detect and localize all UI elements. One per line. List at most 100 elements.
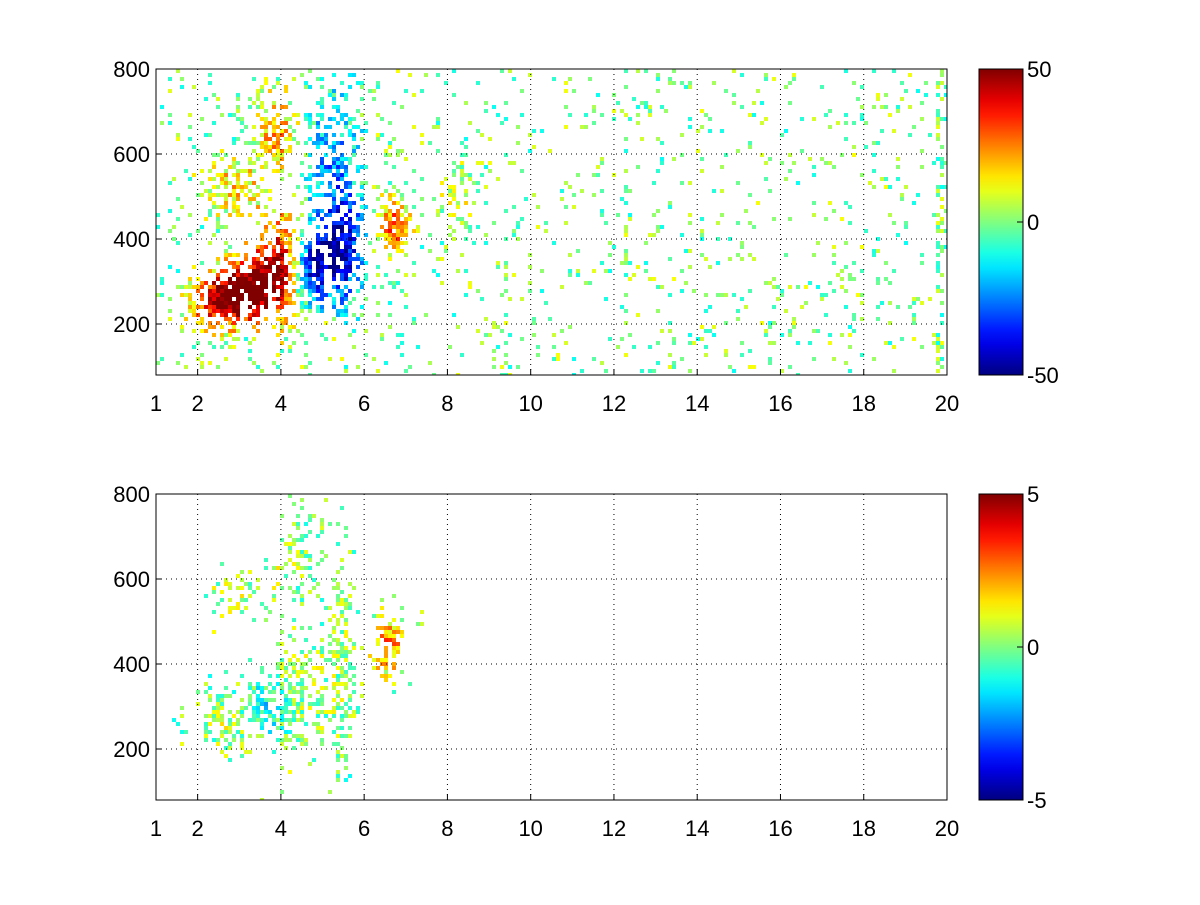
heatmap-cell — [404, 181, 408, 185]
heatmap-cell — [340, 610, 344, 614]
heatmap-cell — [256, 293, 260, 297]
heatmap-cell — [212, 630, 216, 634]
heatmap-cell — [364, 165, 368, 169]
heatmap-cell — [840, 269, 844, 273]
heatmap-cell — [296, 237, 300, 241]
heatmap-cell — [228, 598, 232, 602]
heatmap-cell — [276, 305, 280, 309]
heatmap-cell — [288, 662, 292, 666]
heatmap-cell — [444, 177, 448, 181]
heatmap-cell — [724, 321, 728, 325]
heatmap-cell — [264, 125, 268, 129]
heatmap-cell — [288, 101, 292, 105]
heatmap-cell — [184, 285, 188, 289]
heatmap-cell — [380, 285, 384, 289]
heatmap-cell — [648, 113, 652, 117]
heatmap-cell — [588, 77, 592, 81]
heatmap-cell — [348, 133, 352, 137]
heatmap-cell — [192, 85, 196, 89]
heatmap-cell — [264, 245, 268, 249]
heatmap-cell — [820, 297, 824, 301]
heatmap-cell — [428, 361, 432, 365]
heatmap-cell — [224, 269, 228, 273]
x-tick-label: 14 — [685, 391, 709, 416]
heatmap-cell — [384, 189, 388, 193]
heatmap-cell — [604, 269, 608, 273]
heatmap-cell — [344, 321, 348, 325]
heatmap-cell — [480, 173, 484, 177]
heatmap-cell — [344, 285, 348, 289]
heatmap-cell — [228, 586, 232, 590]
heatmap-cell — [280, 682, 284, 686]
heatmap-cell — [336, 654, 340, 658]
heatmap-cell — [384, 229, 388, 233]
heatmap-cell — [792, 77, 796, 81]
heatmap-cell — [872, 141, 876, 145]
heatmap-cell — [652, 213, 656, 217]
heatmap-cell — [496, 261, 500, 265]
heatmap-cell — [256, 157, 260, 161]
heatmap-cell — [316, 562, 320, 566]
heatmap-cell — [224, 297, 228, 301]
heatmap-cell — [540, 269, 544, 273]
heatmap-cell — [860, 245, 864, 249]
heatmap-cell — [208, 301, 212, 305]
heatmap-cell — [240, 610, 244, 614]
heatmap-cell — [356, 145, 360, 149]
heatmap-cell — [244, 169, 248, 173]
heatmap-cell — [252, 313, 256, 317]
heatmap-cell — [240, 121, 244, 125]
heatmap-cell — [580, 189, 584, 193]
heatmap-cell — [236, 209, 240, 213]
heatmap-cell — [264, 273, 268, 277]
heatmap-cell — [348, 161, 352, 165]
heatmap-cell — [828, 281, 832, 285]
heatmap-cell — [936, 113, 940, 117]
heatmap-cell — [256, 285, 260, 289]
heatmap-cell — [220, 173, 224, 177]
heatmap-cell — [936, 81, 940, 85]
heatmap-cell — [252, 181, 256, 185]
heatmap-cell — [688, 213, 692, 217]
heatmap-cell — [304, 141, 308, 145]
heatmap-cell — [256, 221, 260, 225]
heatmap-cell — [396, 333, 400, 337]
heatmap-cell — [304, 301, 308, 305]
heatmap-cell — [468, 229, 472, 233]
heatmap-cell — [292, 129, 296, 133]
heatmap-cell — [656, 73, 660, 77]
heatmap-cell — [168, 209, 172, 213]
heatmap-cell — [624, 225, 628, 229]
heatmap-cell — [320, 101, 324, 105]
heatmap-cell — [244, 253, 248, 257]
heatmap-cell — [300, 714, 304, 718]
heatmap-cell — [448, 193, 452, 197]
heatmap-cell — [312, 722, 316, 726]
heatmap-cell — [188, 277, 192, 281]
heatmap-cell — [316, 726, 320, 730]
heatmap-cell — [344, 305, 348, 309]
heatmap-cell — [768, 281, 772, 285]
heatmap-cell — [328, 357, 332, 361]
heatmap-cell — [284, 301, 288, 305]
heatmap-cell — [704, 345, 708, 349]
heatmap-cell — [348, 602, 352, 606]
heatmap-cell — [312, 141, 316, 145]
heatmap-cell — [240, 578, 244, 582]
heatmap-cell — [180, 293, 184, 297]
heatmap-cell — [292, 325, 296, 329]
heatmap-cell — [708, 305, 712, 309]
heatmap-cell — [268, 698, 272, 702]
heatmap-cell — [320, 173, 324, 177]
heatmap-cell — [312, 682, 316, 686]
heatmap-cell — [348, 666, 352, 670]
heatmap-cell — [636, 121, 640, 125]
heatmap-cell — [180, 313, 184, 317]
heatmap-cell — [844, 201, 848, 205]
heatmap-cell — [204, 714, 208, 718]
heatmap-cell — [476, 129, 480, 133]
heatmap-cell — [348, 121, 352, 125]
heatmap-cell — [512, 229, 516, 233]
heatmap-cell — [940, 97, 944, 101]
heatmap-cell — [716, 221, 720, 225]
